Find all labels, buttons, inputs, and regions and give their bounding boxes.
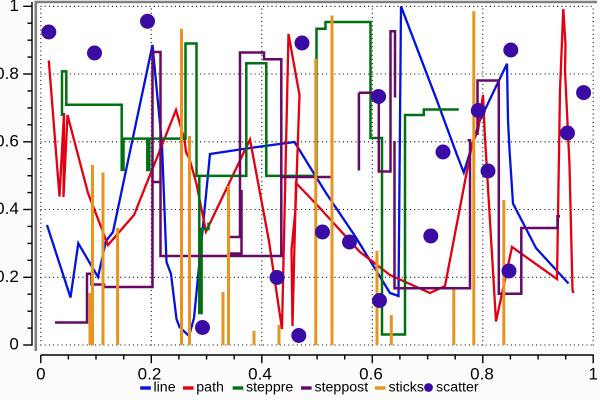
svg-text:0.2: 0.2 <box>0 267 19 286</box>
svg-text:steppre: steppre <box>246 380 293 396</box>
svg-text:0.6: 0.6 <box>359 365 383 384</box>
svg-text:0.6: 0.6 <box>0 131 19 150</box>
svg-text:sticks: sticks <box>389 380 424 396</box>
svg-text:0.4: 0.4 <box>248 365 272 384</box>
svg-text:path: path <box>196 380 224 396</box>
svg-text:1: 1 <box>588 365 597 384</box>
svg-text:scatter: scatter <box>436 380 479 396</box>
svg-text:0: 0 <box>9 335 18 354</box>
svg-text:1: 1 <box>9 0 18 15</box>
svg-text:steppost: steppost <box>315 380 369 396</box>
svg-text:0: 0 <box>36 365 45 384</box>
svg-text:0.8: 0.8 <box>470 365 494 384</box>
svg-text:0.8: 0.8 <box>0 64 19 83</box>
svg-text:line: line <box>154 380 176 396</box>
svg-text:0.2: 0.2 <box>138 365 162 384</box>
svg-text:0.4: 0.4 <box>0 199 19 218</box>
